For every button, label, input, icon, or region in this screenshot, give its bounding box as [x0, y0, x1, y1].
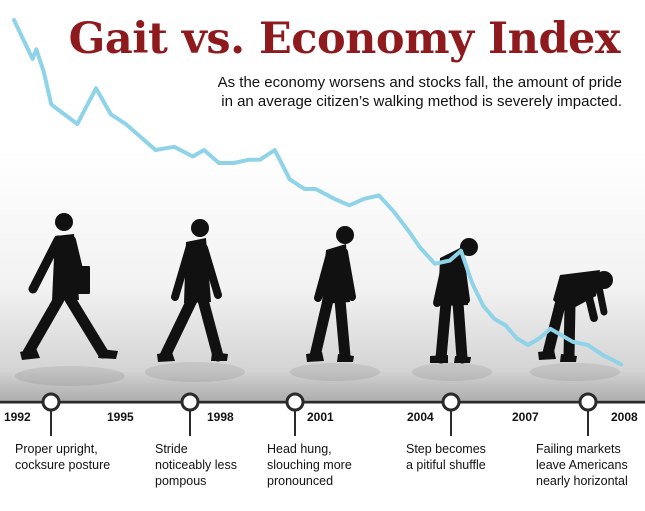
caption-line: Head hung,: [267, 442, 332, 456]
year-tick-label: 1998: [207, 410, 234, 424]
caption-line: Step becomes: [406, 442, 486, 456]
subtitle-line: in an average citizen’s walking method i…: [221, 93, 622, 110]
walking-figure-icon: [157, 219, 228, 362]
subtitle-line: As the economy worsens and stocks fall, …: [217, 74, 622, 91]
figure-shadows: [15, 362, 620, 386]
year-tick-label: 2004: [407, 410, 434, 424]
caption-1998: Stride noticeably less pompous: [155, 441, 237, 489]
caption-line: Proper upright,: [15, 442, 98, 456]
caption-line: slouching more: [267, 458, 352, 472]
caption-line: pronounced: [267, 474, 334, 488]
walking-figure-icon: [20, 213, 118, 360]
timeline-marker-icon: [578, 392, 598, 436]
caption-line: Stride: [155, 442, 188, 456]
caption-1992: Proper upright, cocksure posture: [15, 441, 110, 473]
year-tick-label: 1995: [107, 410, 134, 424]
caption-line: a pitiful shuffle: [406, 458, 486, 472]
chart-subtitle: As the economy worsens and stocks fall, …: [0, 73, 622, 111]
timeline: 1992 1995 1998 2001 2004 2007 2008: [4, 392, 638, 436]
caption-line: Failing markets: [536, 442, 621, 456]
year-tick-label: 1992: [4, 410, 31, 424]
timeline-marker-icon: [41, 392, 61, 436]
chart-title: Gait vs. Economy Index: [68, 14, 621, 64]
floor-band: [0, 372, 645, 400]
caption-line: nearly horizontal: [536, 474, 628, 488]
briefcase-icon: [76, 266, 90, 294]
timeline-marker-icon: [441, 392, 461, 436]
walking-figure-icon: [306, 226, 356, 362]
year-tick-label: 2001: [307, 410, 334, 424]
caption-2008: Failing markets leave Americans nearly h…: [536, 441, 628, 489]
year-tick-label: 2007: [512, 410, 539, 424]
caption-2004: Step becomes a pitiful shuffle: [406, 441, 486, 473]
caption-line: cocksure posture: [15, 458, 111, 472]
timeline-marker-icon: [285, 392, 305, 436]
silhouette-figures: [20, 213, 613, 364]
caption-line: noticeably less: [155, 458, 237, 472]
timeline-marker-icon: [180, 392, 200, 436]
year-tick-label: 2008: [611, 410, 638, 424]
caption-line: pompous: [155, 474, 207, 488]
caption-line: leave Americans: [536, 458, 628, 472]
index-series: [12, 18, 624, 367]
walking-figure-icon: [430, 238, 478, 364]
index-line: [12, 18, 624, 367]
caption-2001: Head hung, slouching more pronounced: [267, 441, 352, 489]
